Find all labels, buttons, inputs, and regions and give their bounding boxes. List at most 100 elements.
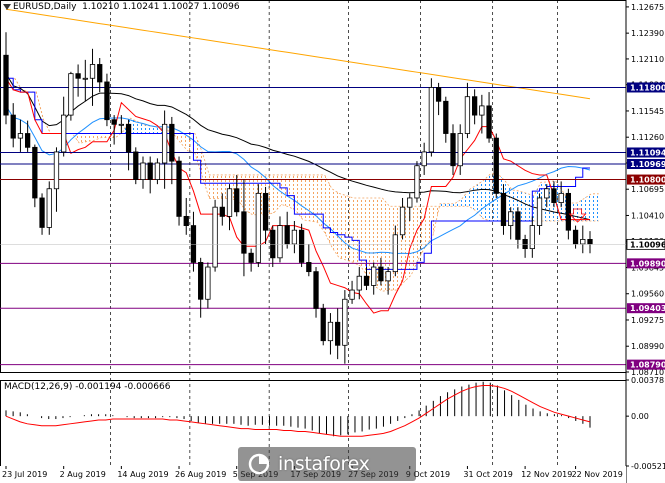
candle-body (486, 105, 492, 139)
candle-body (61, 114, 67, 153)
candle-body (335, 321, 341, 346)
time-axis-label: 31 Oct 2019 (463, 470, 512, 479)
chart-header: EURUSD,Daily 1.10210 1.10241 1.10027 1.1… (3, 2, 240, 12)
candle-body (500, 192, 507, 226)
candle-body (551, 188, 557, 203)
candle-body (24, 133, 31, 148)
candle-body (118, 123, 124, 126)
candle-body (32, 146, 38, 199)
watermark-backdrop (238, 447, 416, 481)
price-axis-tick-label: 1.12110 (631, 55, 664, 64)
candle-body (147, 162, 153, 180)
ichimoku-cloud-segment (144, 124, 152, 134)
ichimoku-cloud-segment (584, 193, 592, 221)
ichimoku-cloud-segment (591, 193, 599, 221)
ichimoku-cloud-segment (310, 174, 318, 223)
candle-body (580, 239, 586, 245)
ichimoku-cloud-segment (151, 126, 159, 134)
candle-body (378, 266, 384, 282)
candle-body (284, 225, 290, 245)
candle-body (522, 239, 528, 250)
ichimoku-cloud-segment (454, 199, 462, 207)
candle-body (17, 133, 24, 139)
level-label: 1.10969 (630, 160, 665, 169)
candle-body (565, 192, 572, 231)
candle-body (169, 123, 175, 162)
candle-body (241, 211, 247, 254)
ichimoku-cloud-segment (281, 174, 289, 207)
candle-body (68, 73, 74, 116)
ichimoku-cloud-segment (519, 191, 527, 221)
level-label: 1.09403 (630, 304, 665, 313)
ichimoku-cloud-segment (411, 206, 419, 276)
ichimoku-cloud-segment (101, 133, 109, 138)
candle-body (140, 162, 146, 180)
candle-body (371, 266, 377, 286)
candle-body (10, 114, 16, 139)
watermark-text: instaforex (278, 453, 370, 475)
level-label: 1.08790 (630, 361, 665, 370)
candle-body (472, 96, 478, 116)
tenkan-sen-line (5, 78, 590, 314)
candle-body (97, 64, 103, 83)
level-label: 1.11094 (630, 148, 665, 157)
last-price-box (626, 238, 665, 250)
ichimoku-cloud-segment (180, 133, 188, 151)
candle-body (125, 123, 132, 153)
price-axis-tick-label: 1.12390 (631, 29, 664, 38)
price-axis-tick-label: 1.10695 (631, 185, 664, 194)
candle-body (53, 151, 60, 190)
candle-body (363, 275, 370, 286)
level-label-box (627, 258, 665, 269)
candle-body (342, 298, 348, 346)
ichimoku-cloud-segment (339, 193, 347, 261)
last-price-label: 1.10096 (630, 240, 665, 249)
candle-body (198, 262, 204, 300)
macd-axis-tick-label: 0.00 (631, 412, 649, 421)
candle-body (161, 123, 168, 164)
price-axis-tick-label: 1.09275 (631, 316, 664, 325)
candle-body (414, 165, 420, 199)
ichimoku-cloud-segment (137, 121, 145, 134)
level-label-box (627, 158, 665, 169)
level-label-box (627, 303, 665, 314)
price-axis-tick-label: 1.11260 (631, 133, 664, 142)
orange-moving-average-line (5, 8, 591, 100)
candle-body (479, 105, 485, 116)
candle-body (435, 87, 442, 102)
level-label: 1.09890 (630, 259, 665, 268)
candle-body (515, 211, 521, 240)
candle-body (457, 133, 463, 167)
ichimoku-cloud-segment (295, 174, 304, 220)
ichimoku-cloud-segment (216, 174, 224, 199)
candle-body (176, 160, 182, 217)
instaforex-logo-icon (248, 453, 270, 475)
candle-body (298, 229, 305, 263)
ichimoku-cloud-segment (577, 198, 585, 221)
level-label: 1.11800 (630, 83, 665, 92)
candle-body (421, 151, 427, 167)
candle-body (154, 162, 161, 180)
candle-body (450, 133, 456, 167)
level-label: 1.10800 (630, 176, 665, 185)
level-label-box (627, 174, 665, 185)
candle-body (46, 188, 52, 228)
candle-body (133, 151, 139, 180)
price-axis-tick-label: 1.11545 (631, 107, 664, 116)
candle-body (255, 192, 261, 263)
candle-body (428, 87, 435, 153)
price-axis-tick-label: 1.08990 (631, 342, 664, 351)
ichimoku-cloud-segment (303, 174, 311, 221)
candle-body (356, 275, 362, 291)
level-label-box (627, 82, 665, 93)
time-axis-label: 22 Nov 2019 (572, 470, 623, 479)
symbol-dropdown-icon[interactable] (3, 3, 11, 10)
candle-body (529, 225, 535, 250)
candle-body (205, 266, 211, 300)
candle-body (464, 96, 471, 134)
price-axis-tick-label: 1.10410 (631, 211, 664, 220)
candle-body (75, 73, 81, 79)
macd-axis-tick-label: 0.00378 (631, 376, 664, 385)
candle-body (262, 192, 269, 231)
